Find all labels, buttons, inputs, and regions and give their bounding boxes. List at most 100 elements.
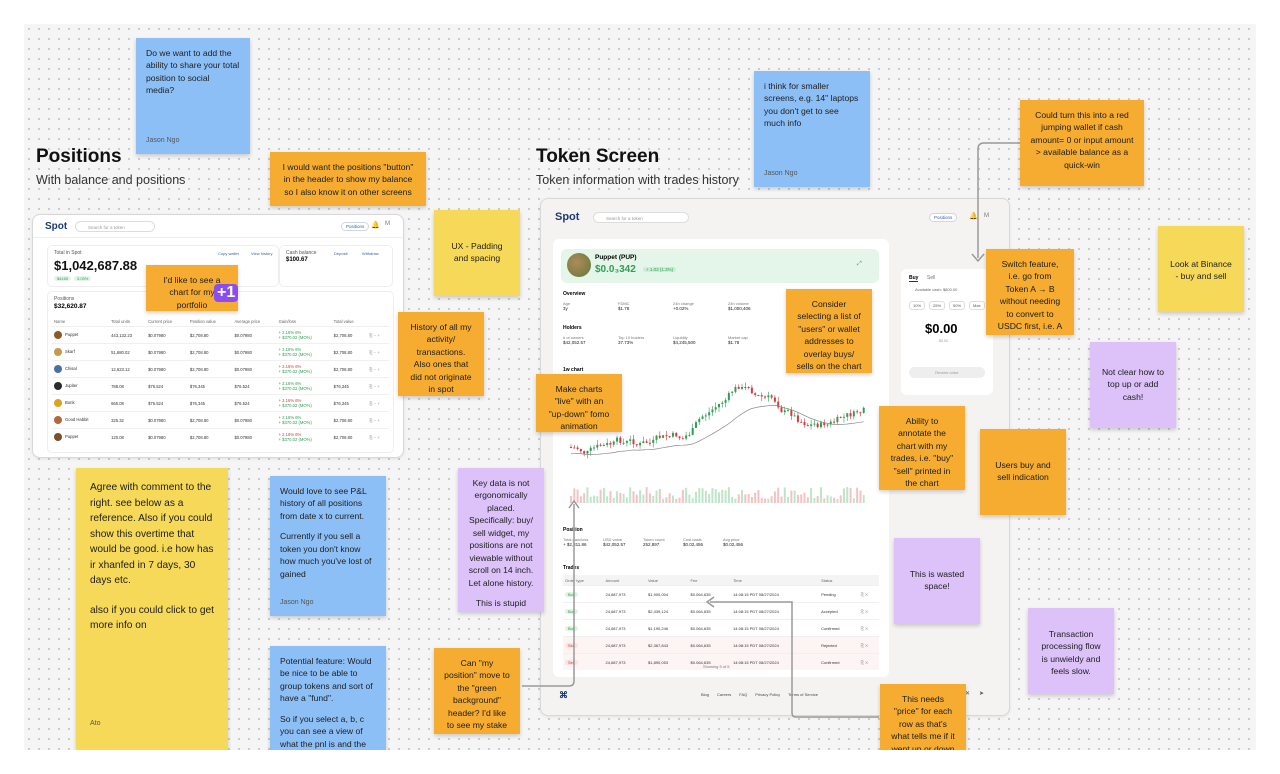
sticky-note-binance[interactable]: Look at Binance - buy and sell — [1158, 226, 1244, 312]
plus-icon[interactable]: + — [377, 434, 380, 440]
telegram-icon[interactable]: ➤ — [979, 691, 985, 697]
copy-icon[interactable]: ⎘ — [860, 659, 864, 665]
close-icon[interactable]: ✕ — [865, 591, 869, 597]
quick-amount-button[interactable]: 25% — [929, 301, 946, 310]
sticky-note-history[interactable]: History of all my activity/ transactions… — [398, 312, 484, 396]
copy-icon[interactable]: ⎘ — [369, 349, 373, 355]
search-input[interactable]: Search for a token — [75, 221, 155, 232]
minus-icon[interactable]: − — [373, 383, 377, 389]
column-header[interactable]: Fee — [690, 577, 698, 583]
sticky-note-small-screens[interactable]: i think for smaller screens, e.g. 14" la… — [754, 71, 870, 187]
column-header[interactable]: Total value — [333, 318, 354, 324]
table-row[interactable]: Buy 24,687,973 $1,900,004 $0.064,635 14:08:1… — [563, 585, 879, 603]
bell-icon[interactable]: 🔔 — [969, 213, 978, 220]
plus-one-reaction[interactable]: +1 — [214, 284, 239, 302]
column-header[interactable]: Amount — [605, 577, 620, 583]
copy-icon[interactable]: ⎘ — [860, 608, 864, 614]
copy-icon[interactable]: ⎘ — [860, 625, 864, 631]
copy-icon[interactable]: ⎘ — [860, 642, 864, 648]
withdraw-button[interactable]: Withdraw — [362, 251, 379, 256]
table-row[interactable]: Chisal 12,623.12 $0.07980 $2,708.80 $0.07980… — [52, 360, 389, 378]
price-candlestick-chart[interactable] — [563, 377, 875, 503]
column-header[interactable]: Current price — [148, 318, 173, 324]
plus-icon[interactable]: + — [377, 383, 380, 389]
sticky-note-switch[interactable]: Switch feature, i.e. go from Token A → B… — [986, 249, 1074, 335]
copy-icon[interactable]: ⎘ — [369, 383, 373, 389]
quick-amount-button[interactable]: Max — [969, 301, 985, 310]
quick-amount-button[interactable]: 10% — [909, 301, 926, 310]
table-row[interactable]: Bonk 665.08 $76.524 $76,345 $76.524 + 2.16% 6… — [52, 394, 389, 412]
sticky-note-users-indication[interactable]: Users buy and sell indication — [980, 429, 1066, 515]
sell-tab[interactable]: Sell — [927, 275, 936, 281]
column-header[interactable]: Total units — [111, 318, 130, 324]
column-header[interactable]: Average price — [234, 318, 261, 324]
table-row[interactable]: Puppet 443,132.23 $0.07980 $2,708.80 $0.0798… — [52, 326, 389, 344]
footer-logo-icon[interactable]: ⌘ — [559, 690, 568, 700]
column-header[interactable]: Position value — [189, 318, 216, 324]
column-header[interactable]: Status — [821, 577, 833, 583]
plus-icon[interactable]: + — [377, 417, 380, 423]
twitter-icon[interactable]: ✕ — [965, 691, 971, 697]
minus-icon[interactable]: − — [373, 400, 377, 406]
copy-icon[interactable]: ⎘ — [369, 400, 373, 406]
table-row[interactable]: Skarf 51,680.02 $0.07980 $2,708.80 $0.07980 +… — [52, 343, 389, 361]
sticky-note-tx-flow[interactable]: Transaction processing flow is unwieldy … — [1028, 608, 1114, 694]
close-icon[interactable]: ✕ — [865, 642, 869, 648]
footer-link[interactable]: FAQ — [739, 692, 748, 697]
search-input[interactable]: Search for a token — [593, 212, 689, 223]
copy-icon[interactable]: ⎘ — [369, 434, 373, 440]
sticky-note-wasted[interactable]: This is wasted space! — [894, 538, 980, 624]
footer-link[interactable]: Careers — [717, 692, 732, 697]
plus-icon[interactable]: + — [377, 332, 380, 338]
footer-link[interactable]: Privacy Policy — [755, 692, 781, 697]
amount-input[interactable]: $0.00 — [925, 321, 958, 336]
sticky-note-not-clear[interactable]: Not clear how to top up or add cash! — [1090, 342, 1176, 428]
column-header[interactable]: Value — [648, 577, 658, 583]
close-icon[interactable]: ✕ — [865, 659, 869, 665]
spot-logo[interactable]: Spot — [555, 211, 580, 223]
table-row[interactable]: Puppet 120.08 $0.07980 $2,708.80 $0.07980 + 2… — [52, 428, 389, 446]
sticky-note-my-position[interactable]: Can "my position" move to the "green bac… — [434, 648, 520, 734]
positions-button[interactable]: Positions — [929, 213, 958, 222]
copy-icon[interactable]: ⎘ — [369, 366, 373, 372]
account-icon[interactable]: M — [385, 221, 390, 227]
sticky-note-padding[interactable]: UX - Padding and spacing — [434, 210, 520, 296]
sticky-note-agree[interactable]: Agree with comment to the right. see bel… — [76, 468, 228, 750]
table-row[interactable]: Good Habbit 325.32 $0.07980 $2,708.80 $0.079… — [52, 411, 389, 429]
quick-amount-button[interactable]: 50% — [949, 301, 966, 310]
column-header[interactable]: Order type — [565, 577, 584, 583]
copy-icon[interactable]: ⎘ — [369, 332, 373, 338]
bell-icon[interactable]: 🔔 — [371, 222, 380, 229]
review-order-button[interactable]: Review order — [909, 367, 985, 378]
buy-tab[interactable]: Buy — [909, 275, 919, 282]
minus-icon[interactable]: − — [373, 332, 377, 338]
sticky-note-group-tokens[interactable]: Potential feature: Would be nice to be a… — [270, 646, 386, 750]
spot-logo[interactable]: Spot — [45, 221, 68, 232]
plus-icon[interactable]: + — [377, 349, 380, 355]
column-header[interactable]: Gain/loss — [278, 318, 297, 324]
copy-wallet-button[interactable]: Copy wallet — [218, 251, 239, 256]
copy-icon[interactable]: ⎘ — [369, 417, 373, 423]
footer-link[interactable]: Blog — [701, 692, 710, 697]
sticky-note-key-data[interactable]: Key data is not ergonomically placed. Sp… — [458, 468, 544, 612]
close-icon[interactable]: ✕ — [865, 608, 869, 614]
sticky-note-price-row[interactable]: This needs "price" for each row as that'… — [880, 684, 966, 750]
deposit-button[interactable]: Deposit — [334, 251, 348, 256]
account-icon[interactable]: M — [984, 213, 989, 219]
sticky-note-live-charts[interactable]: Make charts "live" with an "up-down" fom… — [536, 374, 622, 432]
table-row[interactable]: Buy 24,687,973 $2,439,124 $0.064,635 14:08:1… — [563, 602, 879, 620]
column-header[interactable]: Time — [733, 577, 742, 583]
column-header[interactable]: Name — [54, 318, 66, 324]
table-row[interactable]: Jupiter 788.08 $76.524 $76,345 $76.524 + 2.16… — [52, 377, 389, 395]
plus-icon[interactable]: + — [377, 400, 380, 406]
minus-icon[interactable]: − — [373, 366, 377, 372]
sticky-note-annotate[interactable]: Ability to annotate the chart with my tr… — [879, 406, 965, 490]
plus-icon[interactable]: + — [377, 366, 380, 372]
view-history-button[interactable]: View history — [251, 251, 273, 256]
sticky-note-red-wallet[interactable]: Could turn this into a red jumping walle… — [1020, 100, 1144, 186]
table-row[interactable]: Sell 24,687,973 $2,367,843 $0.064,635 14:08:… — [563, 636, 879, 654]
sticky-note-share[interactable]: Do we want to add the ability to share y… — [136, 38, 250, 154]
sticky-note-pnl[interactable]: Would love to see P&L history of all pos… — [270, 476, 386, 616]
expand-icon[interactable]: ⤢ — [857, 261, 862, 267]
minus-icon[interactable]: − — [373, 417, 377, 423]
